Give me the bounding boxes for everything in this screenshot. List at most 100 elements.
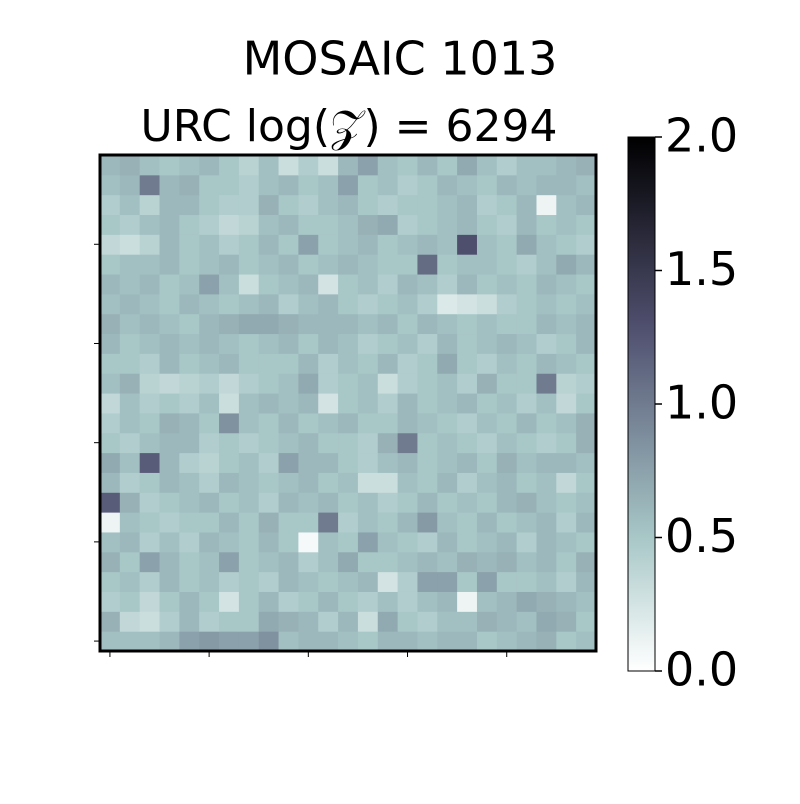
heatmap-cell bbox=[417, 353, 438, 374]
heatmap-cell bbox=[357, 194, 379, 216]
heatmap-cell bbox=[298, 611, 319, 632]
heatmap-cell bbox=[357, 452, 379, 473]
colorbar-tick-label: 0.5 bbox=[665, 509, 738, 563]
heatmap-cell bbox=[536, 234, 557, 255]
heatmap-cell bbox=[397, 214, 418, 235]
heatmap-cell bbox=[199, 293, 220, 315]
heatmap-cell bbox=[278, 333, 299, 354]
heatmap-cell bbox=[516, 274, 537, 295]
heatmap-cell bbox=[437, 254, 458, 275]
heatmap-cell bbox=[457, 492, 478, 513]
heatmap-cell bbox=[338, 274, 359, 295]
heatmap-cell bbox=[357, 174, 379, 196]
heatmap-cell bbox=[278, 452, 299, 473]
heatmap-cell bbox=[437, 373, 458, 394]
heatmap-cell bbox=[238, 631, 260, 652]
heatmap-cell bbox=[219, 254, 240, 275]
heatmap-cell bbox=[556, 412, 577, 434]
heatmap-cell bbox=[338, 492, 359, 513]
heatmap-cell bbox=[476, 333, 498, 354]
heatmap-cell bbox=[278, 571, 299, 592]
heatmap-cell bbox=[119, 472, 141, 493]
heatmap-cell bbox=[278, 551, 299, 573]
heatmap-cell bbox=[377, 432, 399, 454]
heatmap-cell bbox=[139, 174, 161, 196]
heatmap-cell bbox=[457, 472, 478, 493]
heatmap-cell bbox=[179, 353, 200, 374]
heatmap-cell bbox=[576, 452, 597, 473]
heatmap-cell bbox=[278, 234, 299, 255]
heatmap-cell bbox=[338, 611, 359, 632]
heatmap-cell bbox=[119, 611, 141, 632]
heatmap-cell bbox=[278, 214, 299, 235]
heatmap-cell bbox=[536, 194, 557, 216]
heatmap-cell bbox=[119, 333, 141, 354]
heatmap-cell bbox=[318, 234, 339, 255]
heatmap-cell bbox=[199, 333, 220, 354]
heatmap-cell bbox=[238, 293, 260, 315]
heatmap-cell bbox=[397, 512, 418, 533]
heatmap-cell bbox=[219, 432, 240, 454]
heatmap-cell bbox=[377, 412, 399, 434]
heatmap-cell bbox=[536, 611, 557, 632]
heatmap-cell bbox=[437, 492, 458, 513]
heatmap-cell bbox=[357, 214, 379, 235]
heatmap-cell bbox=[159, 293, 180, 315]
heatmap-cell bbox=[576, 492, 597, 513]
heatmap-cell bbox=[258, 234, 280, 255]
heatmap-cell bbox=[417, 313, 438, 335]
heatmap-cell bbox=[139, 591, 161, 612]
heatmap-cell bbox=[516, 412, 537, 434]
heatmap-cell bbox=[179, 512, 200, 533]
heatmap-cell bbox=[100, 452, 121, 473]
heatmap-cell bbox=[338, 393, 359, 414]
heatmap-cell bbox=[437, 452, 458, 473]
heatmap-cell bbox=[318, 313, 339, 335]
heatmap-cell bbox=[119, 274, 141, 295]
heatmap-cell bbox=[496, 214, 518, 235]
heatmap-cell bbox=[357, 611, 379, 632]
heatmap-cell bbox=[536, 293, 557, 315]
heatmap-cell bbox=[119, 214, 141, 235]
heatmap-cell bbox=[258, 531, 280, 553]
heatmap-cell bbox=[298, 472, 319, 493]
heatmap-cell bbox=[516, 492, 537, 513]
heatmap-cell bbox=[238, 551, 260, 573]
heatmap-cell bbox=[536, 353, 557, 374]
heatmap-cell bbox=[357, 333, 379, 354]
heatmap-cell bbox=[397, 254, 418, 275]
heatmap-cell bbox=[536, 313, 557, 335]
heatmap-cell bbox=[219, 412, 240, 434]
heatmap-cell bbox=[377, 531, 399, 553]
heatmap-cell bbox=[258, 393, 280, 414]
heatmap-cell bbox=[298, 155, 319, 176]
heatmap-cell bbox=[377, 512, 399, 533]
heatmap-cell bbox=[476, 551, 498, 573]
heatmap-cell bbox=[238, 472, 260, 493]
heatmap-cell bbox=[219, 571, 240, 592]
heatmap-cell bbox=[199, 512, 220, 533]
heatmap-cell bbox=[397, 373, 418, 394]
heatmap-cell bbox=[238, 432, 260, 454]
heatmap-cell bbox=[119, 353, 141, 374]
heatmap-cell bbox=[496, 571, 518, 592]
heatmap-cell bbox=[318, 432, 339, 454]
heatmap-cell bbox=[258, 571, 280, 592]
heatmap-cell bbox=[556, 631, 577, 652]
heatmap-cell bbox=[516, 631, 537, 652]
heatmap-cell bbox=[100, 512, 121, 533]
heatmap-cell bbox=[417, 155, 438, 176]
heatmap-cell bbox=[278, 472, 299, 493]
heatmap-cell bbox=[536, 512, 557, 533]
heatmap-cell bbox=[238, 274, 260, 295]
heatmap-cell bbox=[476, 432, 498, 454]
heatmap-cell bbox=[457, 571, 478, 592]
heatmap-cell bbox=[139, 472, 161, 493]
heatmap-cell bbox=[496, 512, 518, 533]
heatmap-cell bbox=[298, 452, 319, 473]
heatmap-cell bbox=[576, 293, 597, 315]
heatmap-cell bbox=[100, 333, 121, 354]
heatmap-cell bbox=[318, 631, 339, 652]
heatmap-cell bbox=[357, 274, 379, 295]
